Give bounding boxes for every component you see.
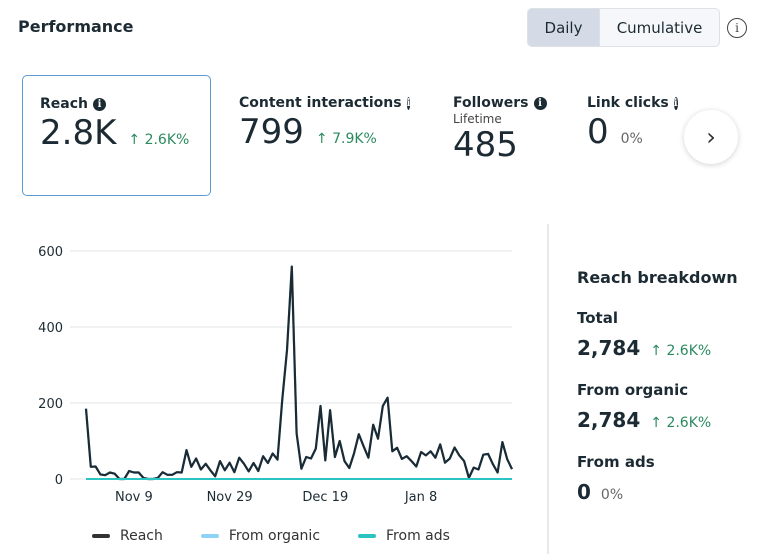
metric-value: 2.8K (40, 113, 117, 153)
metric-card-link-clicks[interactable]: Link clicks i 0 0% (570, 75, 690, 196)
metric-sublabel: Lifetime (453, 112, 502, 126)
metric-value: 0 (587, 112, 609, 152)
metric-change: ↑ 2.6K% (128, 119, 189, 161)
page-title: Performance (18, 17, 134, 36)
legend-label: Reach (120, 528, 163, 544)
series-line-reach (84, 265, 513, 481)
legend-swatch (358, 534, 377, 538)
change-text: 0% (600, 487, 624, 503)
x-tick-label: Jan 8 (404, 490, 437, 505)
arrow-up-icon: ↑ (650, 343, 662, 359)
metric-value: 799 (239, 112, 304, 152)
legend-organic[interactable]: From organic (200, 528, 321, 544)
toggle-daily[interactable]: Daily (528, 9, 600, 46)
change-text: 2.6K% (144, 132, 190, 148)
metric-label: Followers (453, 95, 529, 111)
change-text: 7.9K% (332, 131, 377, 147)
metric-label: Content interactions (239, 95, 402, 111)
legend-swatch (200, 534, 219, 538)
metric-change: ↑ 7.9K% (316, 118, 377, 160)
y-tick-label: 0 (55, 473, 63, 488)
info-outline-icon[interactable]: i (727, 18, 747, 38)
view-toggle: Daily Cumulative (527, 8, 720, 47)
toggle-cumulative[interactable]: Cumulative (616, 18, 703, 37)
metric-card-reach[interactable]: Reach i 2.8K ↑ 2.6K% (22, 75, 211, 196)
chevron-right-icon: › (706, 123, 716, 151)
legend-reach[interactable]: Reach (92, 528, 163, 544)
info-icon[interactable]: i (406, 96, 411, 110)
chart-legend: Reach From organic From ads (92, 528, 450, 544)
metric-card-content-interactions[interactable]: Content interactions i 799 ↑ 7.9K% (222, 75, 422, 196)
y-tick-label: 200 (38, 397, 63, 412)
info-icon[interactable]: i (93, 97, 106, 111)
arrow-up-icon: ↑ (315, 131, 328, 147)
metric-card-followers[interactable]: Followers i Lifetime 485 (436, 75, 566, 196)
change-text: 2.6K% (666, 343, 712, 359)
breakdown-total-value: 2,784 ↑ 2.6K% (577, 336, 711, 360)
value-text: 0 (577, 480, 591, 504)
arrow-up-icon: ↑ (650, 415, 662, 431)
metric-value: 485 (453, 125, 518, 165)
change: ↑ 2.6K% (650, 343, 711, 359)
divider (547, 224, 549, 554)
breakdown-organic-value: 2,784 ↑ 2.6K% (577, 408, 711, 432)
metric-label: Reach (40, 96, 88, 112)
legend-ads[interactable]: From ads (358, 528, 450, 544)
legend-label: From ads (386, 528, 450, 544)
change-text: 2.6K% (666, 415, 712, 431)
breakdown-title: Reach breakdown (577, 268, 738, 287)
y-tick-label: 600 (38, 245, 63, 260)
breakdown-organic-label: From organic (577, 381, 689, 399)
breakdown-ads-label: From ads (577, 453, 655, 471)
legend-label: From organic (228, 528, 321, 544)
info-icon[interactable]: i (533, 96, 547, 110)
legend-swatch (92, 534, 110, 538)
arrow-up-icon: ↑ (128, 132, 141, 148)
x-tick-label: Nov 9 (115, 490, 153, 505)
value-text: 2,784 (577, 336, 641, 360)
reach-chart: 0 200 400 600 Nov 9 Nov 29 Dec 19 Jan 8 (38, 245, 513, 505)
metric-change: 0% (620, 131, 643, 147)
value-text: 2,784 (577, 408, 641, 432)
breakdown-ads-value: 0 0% (577, 480, 623, 504)
breakdown-total-label: Total (577, 309, 618, 327)
info-icon[interactable]: i (673, 96, 678, 110)
metric-label: Link clicks (587, 95, 669, 111)
change: ↑ 2.6K% (650, 415, 711, 431)
x-tick-label: Nov 29 (207, 490, 253, 505)
y-tick-label: 400 (38, 321, 63, 336)
next-button[interactable]: › (684, 110, 738, 164)
x-tick-label: Dec 19 (302, 490, 348, 505)
